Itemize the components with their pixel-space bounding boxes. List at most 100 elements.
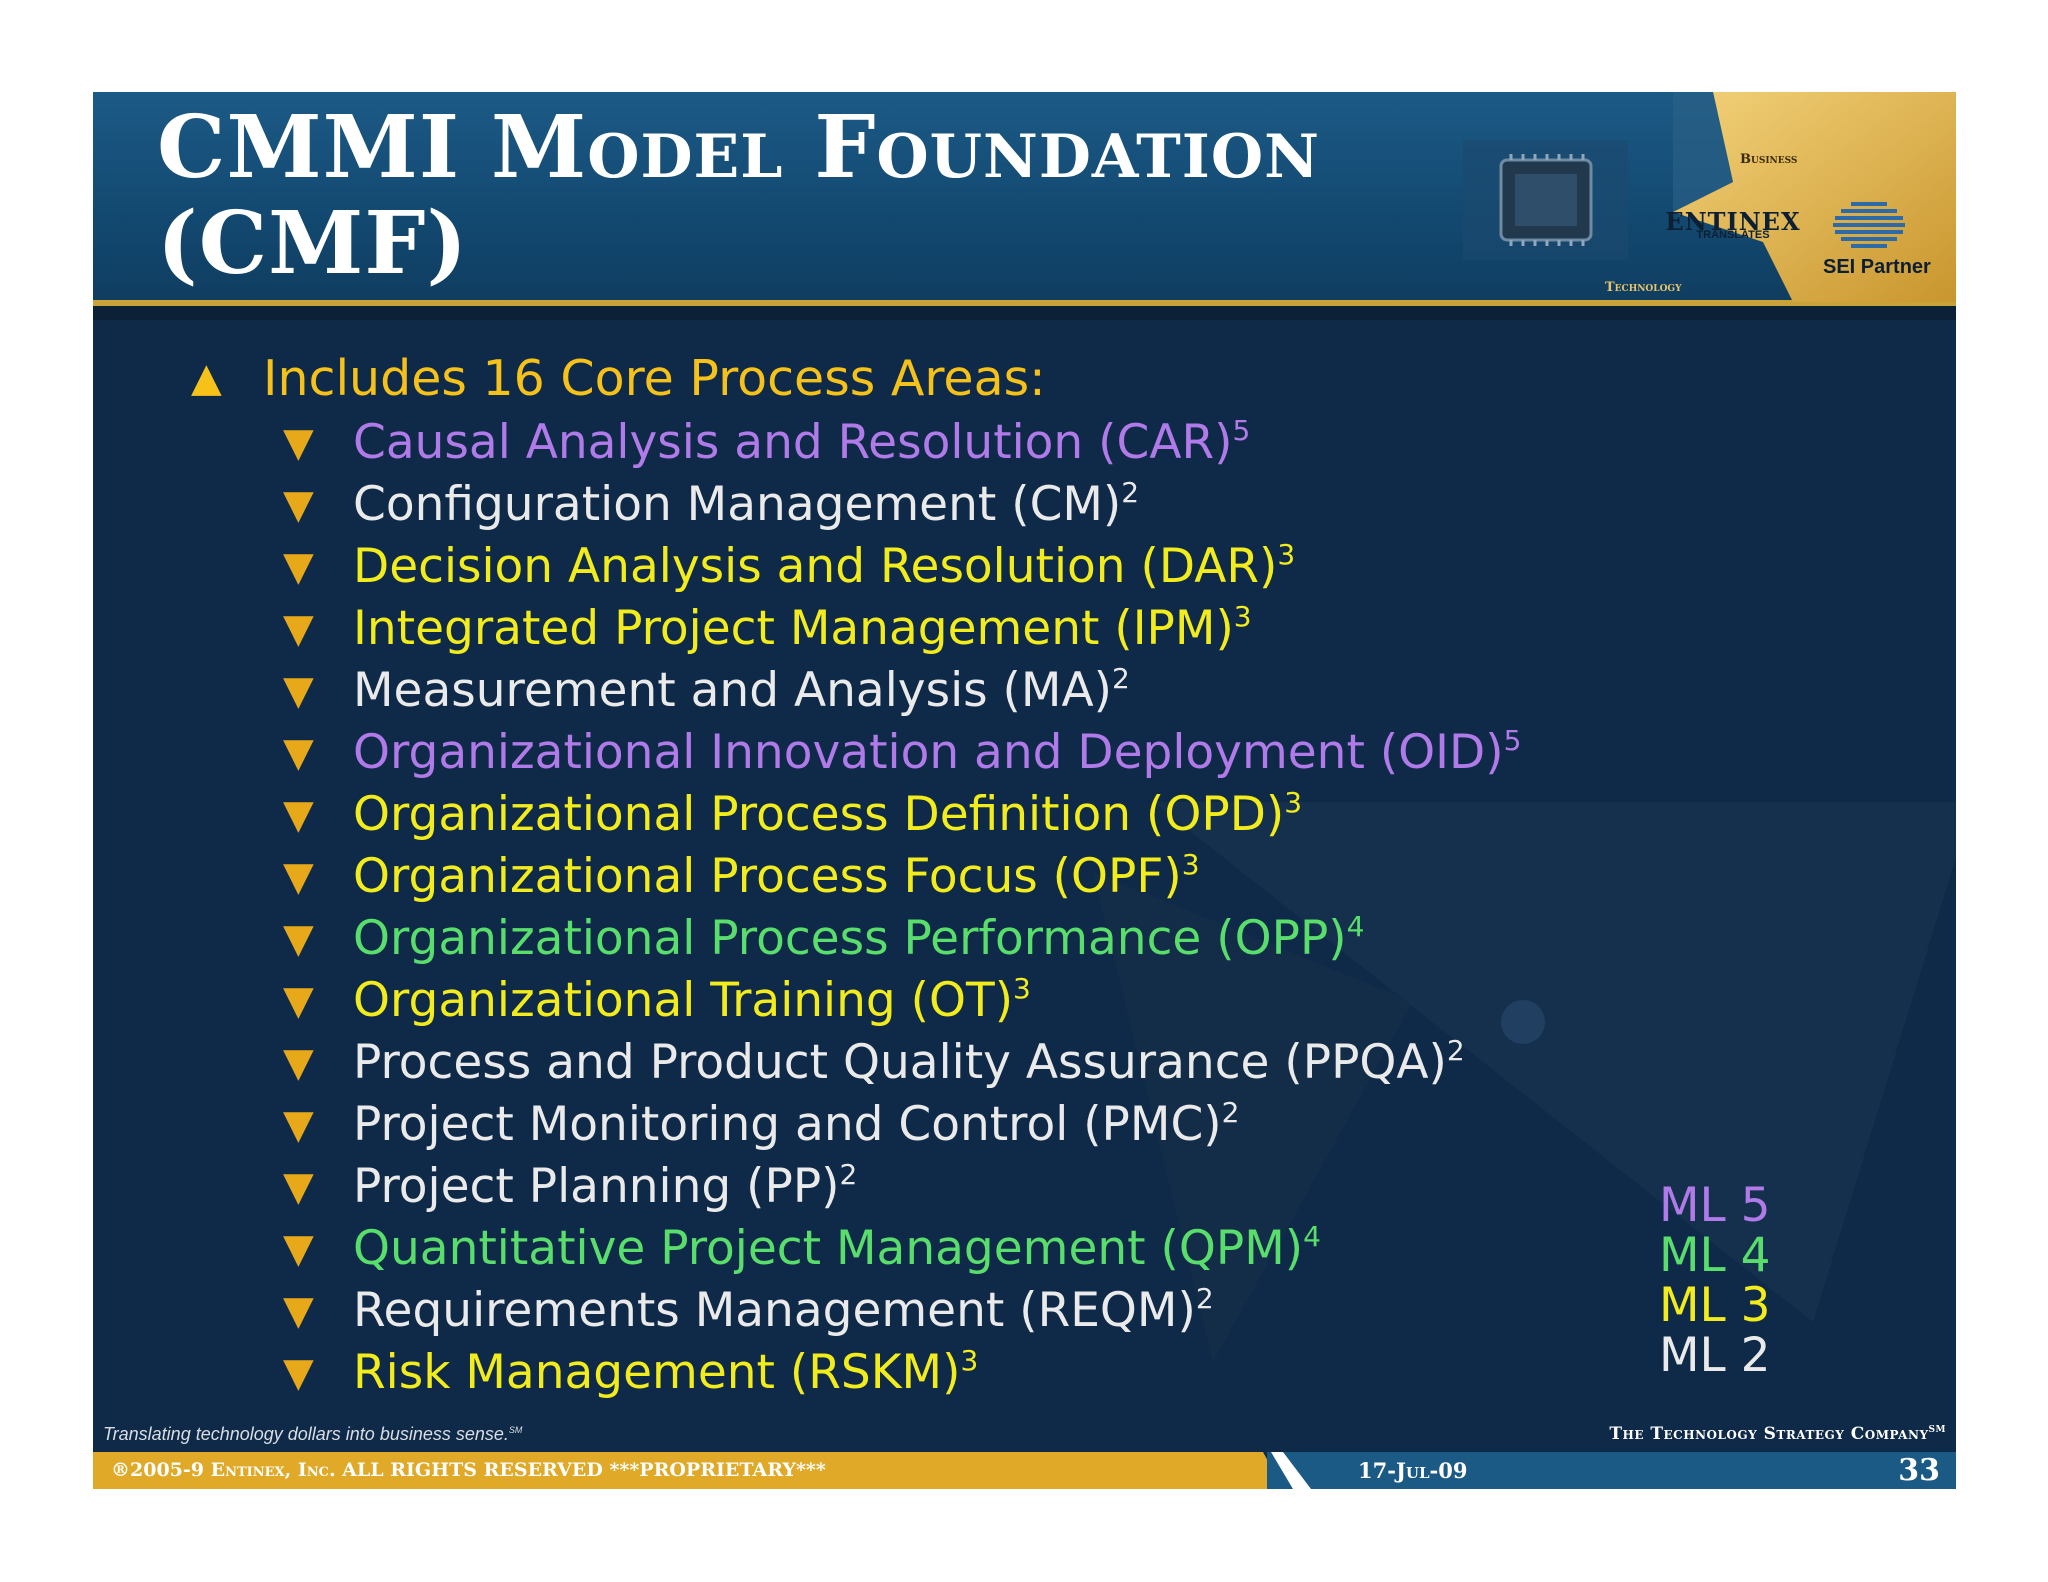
page-title: CMMI Model Foundation (CMF) (157, 100, 1517, 292)
chip-icon (1463, 140, 1628, 260)
triangle-down-icon: ▼ (283, 730, 314, 776)
logo-gold-panel (1673, 92, 1956, 302)
maturity-level-superscript: 5 (1232, 414, 1251, 447)
tagline-text: Translating technology dollars into busi… (103, 1424, 509, 1444)
page-number: 33 (1898, 1453, 1940, 1488)
header-band (93, 92, 1956, 302)
list-item: ▼ Decision Analysis and Resolution (DAR)3 (283, 536, 1521, 598)
triangle-down-icon: ▼ (283, 1164, 314, 1210)
triangle-down-icon: ▼ (283, 1226, 314, 1272)
company-servicemark: SM (1928, 1425, 1946, 1435)
process-area-name: Organizational Training (OT) (353, 973, 1014, 1028)
list-item: ▼ Project Planning (PP)2 (283, 1156, 1521, 1218)
maturity-level-superscript: 2 (1121, 476, 1140, 509)
list-item: ▼ Organizational Process Performance (OPP… (283, 908, 1521, 970)
tagline: Translating technology dollars into busi… (103, 1424, 522, 1445)
copyright-notice: ®2005-9 Entinex, Inc. ALL RIGHTS RESERVE… (111, 1459, 826, 1481)
logo-business-label: Business (1740, 152, 1798, 167)
header-divider (93, 300, 1956, 306)
slide-date: 17-Jul-09 (1358, 1458, 1468, 1483)
process-area-name: Configuration Management (CM) (353, 477, 1122, 532)
maturity-level-superscript: 3 (1013, 972, 1031, 1005)
process-area-name: Measurement and Analysis (MA) (353, 663, 1112, 718)
entinex-logo: ENTINEX (1665, 207, 1801, 236)
process-area-name: Integrated Project Management (IPM) (353, 601, 1234, 656)
slide: CMMI Model Foundation (CMF) Business ENT (93, 92, 1956, 1489)
sei-partner-label: SEI Partner (1823, 256, 1931, 278)
maturity-level-superscript: 2 (1221, 1096, 1240, 1129)
triangle-up-icon: ▲ (191, 355, 222, 401)
process-area-name: Quantitative Project Management (QPM) (353, 1221, 1304, 1276)
process-area-name: Process and Product Quality Assurance (P… (353, 1035, 1447, 1090)
maturity-level-superscript: 3 (1284, 786, 1303, 819)
footer-gold-bar (93, 1452, 1283, 1489)
triangle-down-icon: ▼ (283, 854, 314, 900)
list-item: ▼ Causal Analysis and Resolution (CAR)5 (283, 412, 1521, 474)
company-slogan-text: The Technology Strategy Company (1609, 1424, 1929, 1444)
triangle-down-icon: ▼ (283, 1350, 314, 1396)
maturity-level-superscript: 3 (1233, 600, 1252, 633)
process-area-name: Organizational Process Focus (OPF) (353, 849, 1182, 904)
triangle-down-icon: ▼ (283, 1102, 314, 1148)
footer-blue-bar (1267, 1452, 1956, 1489)
logo-translates-label: TRANSLATES (1696, 229, 1770, 241)
legend-ml2: ML 2 (1659, 1328, 1771, 1383)
list-item: ▼ Organizational Process Definition (OPD)… (283, 784, 1521, 846)
logo-technology-label: Technology (1605, 280, 1682, 295)
list-item: ▼ Configuration Management (CM)2 (283, 474, 1521, 536)
title-line-2: (CMF) (157, 193, 469, 294)
process-area-name: Requirements Management (REQM) (353, 1283, 1196, 1338)
triangle-down-icon: ▼ (283, 978, 314, 1024)
triangle-down-icon: ▼ (283, 668, 314, 714)
triangle-down-icon: ▼ (283, 1040, 314, 1086)
watermark-triangle-graphic (1093, 802, 1956, 1362)
list-item: ▼ Measurement and Analysis (MA)2 (283, 660, 1521, 722)
triangle-down-icon: ▼ (283, 544, 314, 590)
list-item: ▼ Requirements Management (REQM)2 (283, 1280, 1521, 1342)
tagline-servicemark: SM (508, 1425, 523, 1435)
triangle-down-icon: ▼ (283, 916, 314, 962)
maturity-level-superscript: 4 (1346, 910, 1365, 943)
process-area-name: Decision Analysis and Resolution (DAR) (353, 539, 1278, 594)
process-area-list: ▼ Causal Analysis and Resolution (CAR)5 ▼… (283, 412, 1521, 1404)
list-item: ▼ Quantitative Project Management (QPM)4 (283, 1218, 1521, 1280)
legend-ml5: ML 5 (1659, 1178, 1771, 1233)
list-item: ▼ Organizational Innovation and Deploymen… (283, 722, 1521, 784)
list-item: ▼ Project Monitoring and Control (PMC)2 (283, 1094, 1521, 1156)
triangle-down-icon: ▼ (283, 792, 314, 838)
list-item: ▼ Organizational Training (OT)3 (283, 970, 1521, 1032)
legend-ml4: ML 4 (1659, 1228, 1771, 1283)
triangle-down-icon: ▼ (283, 420, 314, 466)
maturity-level-superscript: 3 (1181, 848, 1200, 881)
process-area-name: Organizational Innovation and Deployment… (353, 725, 1504, 780)
process-area-name: Project Planning (PP) (353, 1159, 840, 1214)
maturity-level-superscript: 2 (1111, 662, 1130, 695)
main-bullet-text: Includes 16 Core Process Areas: (263, 350, 1046, 407)
maturity-level-superscript: 3 (1277, 538, 1296, 571)
list-item: ▼ Risk Management (RSKM)3 (283, 1342, 1521, 1404)
triangle-down-icon: ▼ (283, 606, 314, 652)
company-slogan: The Technology Strategy CompanySM (1609, 1424, 1946, 1444)
process-area-name: Project Monitoring and Control (PMC) (353, 1097, 1222, 1152)
triangle-down-icon: ▼ (283, 1288, 314, 1334)
maturity-level-superscript: 4 (1303, 1220, 1321, 1253)
process-area-name: Risk Management (RSKM) (353, 1345, 961, 1400)
maturity-level-superscript: 5 (1503, 724, 1522, 757)
list-item: ▼ Organizational Process Focus (OPF)3 (283, 846, 1521, 908)
list-item: ▼ Integrated Project Management (IPM)3 (283, 598, 1521, 660)
maturity-level-superscript: 3 (960, 1344, 979, 1377)
sei-globe-icon (1833, 202, 1905, 248)
triangle-down-icon: ▼ (283, 482, 314, 528)
maturity-level-legend: ML 5 ML 4 ML 3 ML 2 (1659, 1181, 1771, 1381)
legend-ml3: ML 3 (1659, 1278, 1771, 1333)
maturity-level-superscript: 2 (1195, 1282, 1214, 1315)
title-line-1: CMMI Model Foundation (157, 97, 1320, 198)
main-bullet: ▲ Includes 16 Core Process Areas: (191, 348, 1046, 409)
process-area-name: Organizational Process Definition (OPD) (353, 787, 1285, 842)
header-shadow (93, 306, 1956, 320)
process-area-name: Causal Analysis and Resolution (CAR) (353, 415, 1233, 470)
maturity-level-superscript: 2 (839, 1158, 858, 1191)
maturity-level-superscript: 2 (1446, 1034, 1465, 1067)
list-item: ▼ Process and Product Quality Assurance (… (283, 1032, 1521, 1094)
process-area-name: Organizational Process Performance (OPP) (353, 911, 1347, 966)
